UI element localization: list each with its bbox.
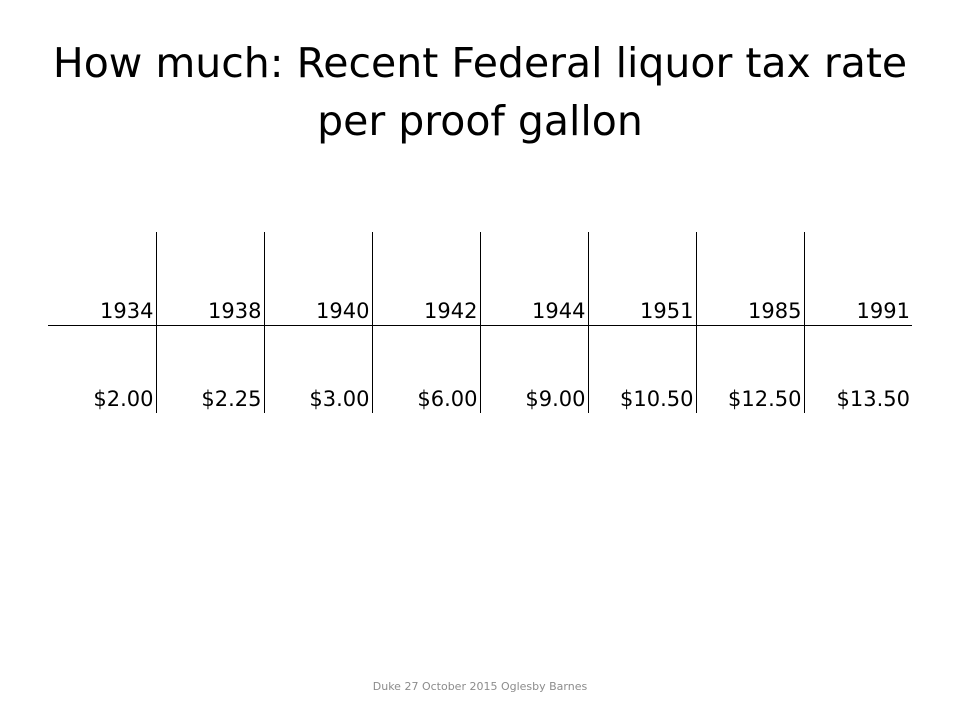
rate-cell: $6.00 (371, 325, 480, 413)
year-cell: 1951 (587, 232, 696, 326)
year-cell: 1944 (479, 232, 588, 326)
year-cell: 1991 (803, 232, 912, 326)
rate-cell: $3.00 (263, 325, 372, 413)
year-cell: 1934 (48, 232, 156, 326)
year-cell: 1940 (263, 232, 372, 326)
rate-cell: $10.50 (587, 325, 696, 413)
year-cell: 1942 (371, 232, 480, 326)
rate-cell: $13.50 (803, 325, 912, 413)
rate-cell: $12.50 (695, 325, 804, 413)
year-cell: 1985 (695, 232, 804, 326)
tax-rate-table: 1934 1938 1940 1942 1944 1951 1985 1991 … (48, 232, 912, 413)
slide-title: How much: Recent Federal liquor tax rate… (52, 39, 908, 145)
rate-cell: $9.00 (479, 325, 588, 413)
year-row: 1934 1938 1940 1942 1944 1951 1985 1991 (48, 232, 912, 326)
rate-cell: $2.25 (155, 325, 264, 413)
slide-footer: Duke 27 October 2015 Oglesby Barnes (372, 680, 588, 693)
rate-row: $2.00 $2.25 $3.00 $6.00 $9.00 $10.50 $12… (48, 325, 912, 413)
year-cell: 1938 (155, 232, 264, 326)
rate-cell: $2.00 (93, 387, 154, 411)
